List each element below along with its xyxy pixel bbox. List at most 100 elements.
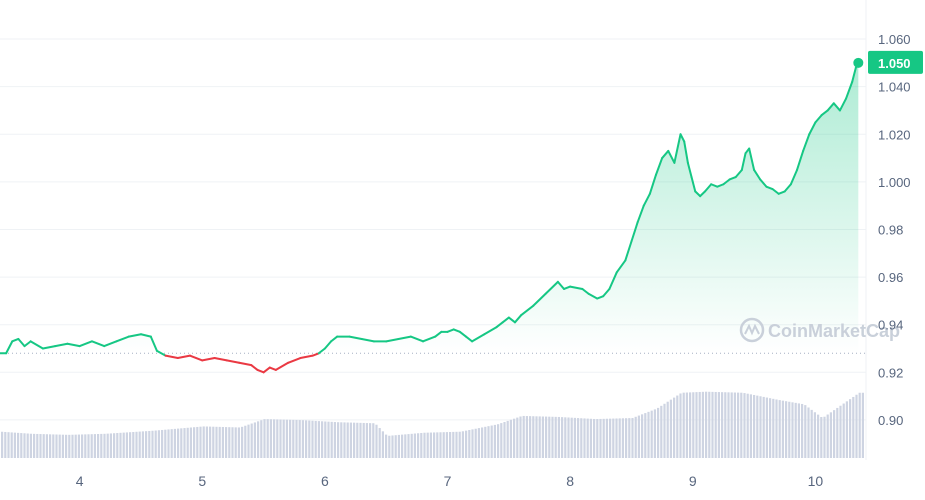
volume-bar [410, 433, 413, 458]
volume-bar [122, 432, 125, 458]
volume-bar [29, 433, 32, 458]
volume-bar [570, 417, 573, 458]
volume-bar [762, 396, 765, 458]
price-line-segment [624, 240, 633, 262]
volume-bar [660, 405, 663, 458]
volume-bar [49, 434, 52, 458]
price-line-segment [250, 364, 259, 371]
volume-bar [711, 391, 714, 458]
volume-bar [343, 422, 346, 458]
volume-bar [586, 418, 589, 458]
watermark: CoinMarketCap [739, 317, 900, 343]
volume-bar [141, 431, 144, 458]
volume-bar [513, 418, 516, 458]
volume-bar [250, 423, 253, 458]
price-line-segment [851, 66, 857, 83]
volume-bar [778, 400, 781, 458]
volume-bar [541, 416, 544, 458]
volume-bar [90, 434, 93, 458]
volume-bar [234, 427, 237, 458]
volume-bar [826, 414, 829, 458]
volume-bar [10, 432, 13, 458]
x-tick-label: 9 [689, 473, 697, 489]
volume-bar [551, 416, 554, 458]
volume-bar [439, 432, 442, 458]
volume-bar [618, 418, 621, 458]
volume-bar [7, 432, 10, 458]
volume-bar [186, 427, 189, 458]
price-line-segment [716, 183, 725, 188]
price-line-segment [690, 176, 697, 193]
volume-bar [231, 427, 234, 458]
volume-bar [87, 434, 90, 458]
volume-bar [849, 399, 852, 458]
volume-bar [721, 392, 724, 458]
volume-bar [458, 431, 461, 458]
price-line-segment [704, 183, 713, 193]
volume-bar [177, 428, 180, 458]
volume-bar [765, 397, 768, 458]
volume-bar [327, 421, 330, 458]
volume-bar [308, 420, 311, 458]
price-line-segment [569, 285, 584, 290]
volume-bar [785, 401, 788, 458]
volume-bar [852, 396, 855, 458]
price-line-segment [78, 340, 93, 348]
price-line-segment [673, 133, 682, 164]
volume-bar [653, 409, 656, 458]
price-line-segment [832, 102, 841, 112]
volume-bar [385, 434, 388, 458]
volume-bar [593, 418, 596, 458]
volume-bar [663, 403, 666, 458]
price-line-segment [513, 314, 523, 324]
volume-bar [733, 392, 736, 458]
volume-bar [145, 431, 148, 458]
volume-bar [205, 426, 208, 458]
last-price-dot [853, 57, 864, 68]
y-tick-label: 0.90 [878, 413, 903, 428]
volume-bar [861, 392, 864, 458]
volume-bar [583, 418, 586, 458]
volume-bar [471, 429, 474, 458]
price-line-segment [694, 190, 702, 198]
volume-bar [455, 431, 458, 458]
volume-bars [1, 391, 864, 458]
volume-bar [58, 434, 61, 458]
volume-bar [132, 431, 135, 458]
volume-bar [775, 399, 778, 458]
volume-bar [346, 422, 349, 458]
volume-bar [71, 434, 74, 458]
volume-bar [577, 418, 580, 458]
volume-bar [189, 427, 192, 458]
price-line-segment [29, 340, 44, 350]
volume-bar [77, 434, 80, 458]
volume-bar [535, 416, 538, 458]
y-axis: 1.060 1.040 1.020 1.000 0.98 0.96 0.94 0.92 0.90 [878, 32, 911, 428]
volume-bar [209, 426, 212, 458]
volume-bar [794, 402, 797, 458]
price-line-segment [563, 285, 572, 290]
volume-bar [676, 395, 679, 458]
volume-bar [481, 427, 484, 458]
price-line-segment [201, 357, 216, 362]
price-line-segment [615, 259, 627, 274]
volume-bar [493, 424, 496, 458]
volume-bar [545, 416, 548, 458]
volume-bar [829, 412, 832, 458]
volume-bar [804, 405, 807, 458]
volume-bar [737, 392, 740, 458]
price-line-segment [556, 280, 566, 290]
volume-bar [429, 432, 432, 458]
volume-bar [349, 422, 352, 458]
price-line-segment [385, 337, 400, 343]
volume-bar [442, 432, 445, 458]
price-line-segment [238, 361, 253, 367]
volume-bar [321, 421, 324, 458]
volume-bar [727, 392, 730, 458]
volume-bar [340, 422, 343, 458]
price-line-segment [256, 368, 265, 374]
price-line-segment [164, 354, 179, 360]
x-tick-label: 7 [444, 473, 452, 489]
price-line-segment [532, 292, 547, 307]
